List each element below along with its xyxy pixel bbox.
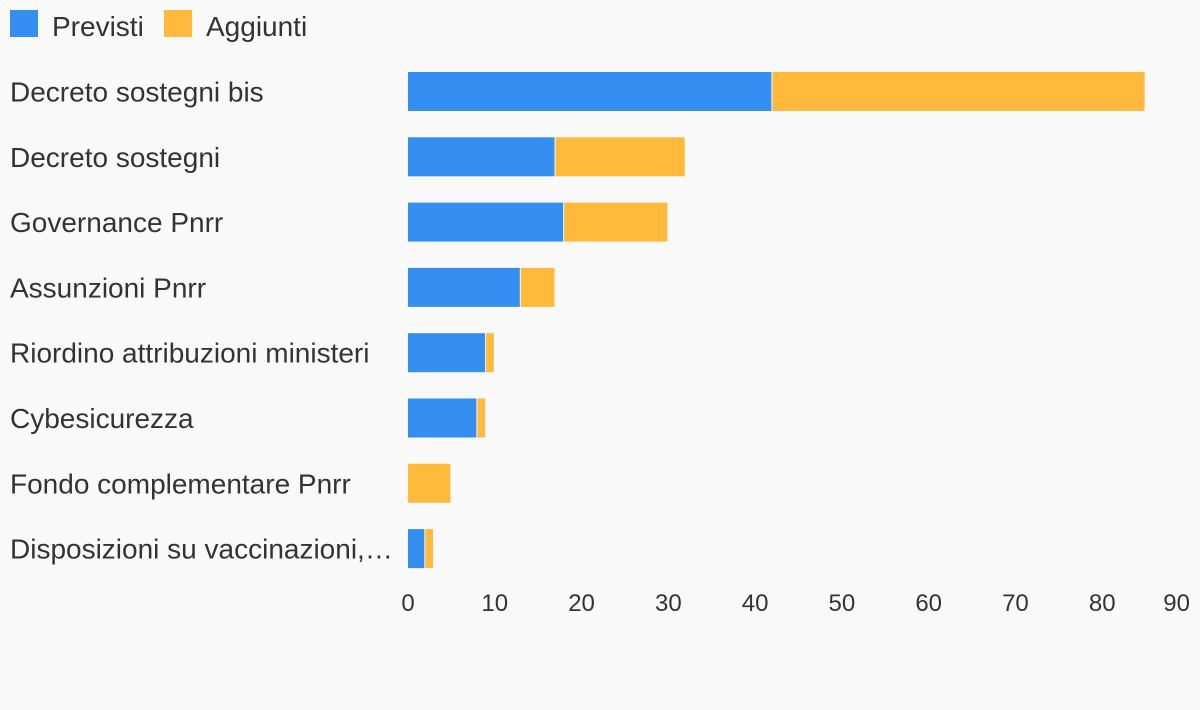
x-tick-label: 20 (568, 590, 595, 617)
category-label: Fondo complementare Pnrr (10, 468, 351, 499)
bar-previsti (408, 202, 564, 242)
category-labels: Decreto sostegni bis Decreto sostegni Gove… (10, 77, 393, 565)
bar-aggiunti (486, 333, 494, 373)
x-tick-label: 10 (481, 590, 508, 617)
x-tick-label: 0 (401, 590, 414, 617)
category-label: Cybesicurezza (10, 403, 194, 434)
x-tick-label: 30 (655, 590, 682, 617)
bar-previsti (408, 72, 772, 111)
x-axis: 0 10 20 30 40 50 60 70 80 90 (401, 590, 1190, 617)
category-label: Decreto sostegni bis (10, 77, 264, 108)
bar-aggiunti (520, 267, 555, 307)
x-tick-label: 70 (1002, 590, 1029, 617)
bar-previsti (408, 398, 477, 438)
category-label: Disposizioni su vaccinazioni,… (10, 534, 393, 565)
bar-aggiunti (425, 529, 434, 569)
x-tick-label: 40 (742, 590, 769, 617)
bar-previsti (408, 137, 555, 177)
x-tick-label: 60 (915, 590, 942, 617)
category-label: Riordino attribuzioni ministeri (10, 338, 369, 369)
bar-aggiunti (408, 463, 451, 503)
legend-swatch-aggiunti (164, 10, 192, 37)
x-tick-label: 50 (829, 590, 856, 617)
bar-aggiunti (477, 398, 486, 438)
bar-aggiunti (564, 202, 668, 242)
legend-label-aggiunti: Aggiunti (206, 11, 307, 42)
bars (408, 72, 1145, 569)
bar-previsti (408, 333, 486, 373)
category-label: Decreto sostegni (10, 142, 220, 173)
bar-previsti (408, 529, 425, 569)
legend: Previsti Aggiunti (10, 10, 307, 42)
bar-aggiunti (772, 72, 1145, 111)
category-label: Assunzioni Pnrr (10, 272, 206, 303)
bar-aggiunti (555, 137, 685, 177)
legend-swatch-previsti (10, 10, 38, 37)
legend-label-previsti: Previsti (52, 11, 144, 42)
category-label: Governance Pnrr (10, 207, 223, 238)
x-tick-label: 90 (1163, 590, 1190, 617)
x-tick-label: 80 (1089, 590, 1116, 617)
bar-previsti (408, 267, 520, 307)
